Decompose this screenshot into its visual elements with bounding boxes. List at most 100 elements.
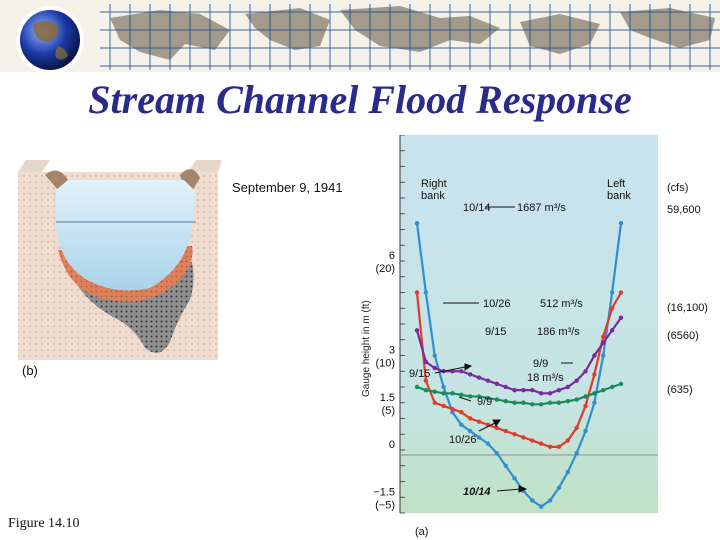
series-point <box>609 384 615 390</box>
series-point <box>601 334 606 339</box>
series-point <box>601 387 606 393</box>
series-point <box>609 306 615 311</box>
series-point <box>441 403 446 409</box>
series-point <box>574 397 579 402</box>
series-point <box>494 381 500 387</box>
series-point <box>459 422 464 427</box>
series-point <box>485 378 491 383</box>
series-point <box>574 450 579 456</box>
series-point <box>414 221 420 226</box>
series-point <box>609 328 615 333</box>
series-point <box>538 504 544 509</box>
series-point <box>476 419 482 424</box>
annotation-date-2: 10/26 <box>483 298 511 310</box>
series-point <box>530 498 535 503</box>
series-point <box>503 463 508 468</box>
series-point <box>583 403 588 409</box>
series-point <box>432 365 437 371</box>
annotation-cfs-2: (16,100) <box>667 302 708 314</box>
cross-section-panel-label: (b) <box>22 363 38 378</box>
series-point <box>414 384 420 390</box>
series-point <box>556 485 562 490</box>
annotation-cfs-1: 59,600 <box>667 204 701 216</box>
series-point <box>547 498 553 503</box>
series-point <box>432 389 437 394</box>
series-point <box>592 400 597 405</box>
series-point <box>450 406 455 412</box>
series-point <box>565 438 570 443</box>
series-point <box>538 441 544 446</box>
series-point <box>441 384 446 390</box>
series-point <box>503 398 508 404</box>
series-point <box>503 384 508 390</box>
series-point <box>618 290 624 295</box>
series-point <box>432 353 437 358</box>
annotation-cfs-4: (635) <box>667 384 693 396</box>
series-point <box>556 387 562 393</box>
globe-logo <box>16 6 84 74</box>
series-point <box>459 410 464 415</box>
series-point <box>547 391 553 396</box>
series-point <box>485 441 491 446</box>
curve-label-9-15: 9/15 <box>409 368 430 380</box>
world-map-banner <box>0 0 720 72</box>
series-point <box>459 369 464 374</box>
series-point <box>530 438 535 443</box>
series-point <box>459 392 464 398</box>
series-point <box>521 400 526 405</box>
slide-title: Stream Channel Flood Response <box>88 77 632 122</box>
series-point <box>565 384 570 390</box>
series-point <box>494 425 500 431</box>
series-point <box>530 402 535 407</box>
annotation-date-3: 9/15 <box>485 326 506 338</box>
curve-label-10-14: 10/14 <box>463 486 491 498</box>
y-tick-label: −1.5 <box>373 486 395 498</box>
series-point <box>503 428 508 434</box>
channel-cross-section: September 9, 1941 (b) <box>18 160 343 378</box>
series-point <box>441 391 446 396</box>
series-point <box>468 372 473 377</box>
series-point <box>476 435 482 440</box>
series-point <box>512 387 517 393</box>
curve-label-10-26: 10/26 <box>449 434 477 446</box>
series-point <box>556 400 562 405</box>
series-point <box>592 372 597 377</box>
series-point <box>565 469 570 475</box>
y-tick-label-ft: (20) <box>375 263 395 275</box>
annotation-date-4: 9/9 <box>533 358 548 370</box>
series-point <box>450 391 455 396</box>
series-point <box>601 340 606 346</box>
series-point <box>423 290 429 295</box>
series-point <box>530 387 535 393</box>
series-point <box>414 328 420 333</box>
series-point <box>414 290 420 295</box>
gauge-height-chart: 6(20) 3(10) 1.5(5) 0 −1.5(−5) Gauge height i… <box>361 135 708 538</box>
series-point <box>538 391 544 396</box>
series-point <box>468 394 473 399</box>
series-point <box>618 221 624 226</box>
chart-panel-label: (a) <box>415 526 428 538</box>
series-point <box>556 444 562 450</box>
series-point <box>547 400 553 405</box>
cross-section-date: September 9, 1941 <box>232 180 343 195</box>
curve-label-9-9: 9/9 <box>477 396 492 408</box>
left-bank-label: Left bank <box>607 178 631 202</box>
series-point <box>609 290 615 295</box>
annotation-discharge-1: 1687 m³/s <box>517 202 566 214</box>
series-point <box>512 400 517 405</box>
annotation-cfs-3: (6560) <box>667 330 699 342</box>
series-point <box>485 395 491 401</box>
series-point <box>476 375 482 380</box>
series-point <box>476 394 482 399</box>
plot-area <box>400 135 658 513</box>
series-point <box>583 369 588 374</box>
series-point <box>521 387 526 393</box>
cfs-header: (cfs) <box>667 182 688 194</box>
y-tick-label-ft: (10) <box>375 358 395 370</box>
y-tick-label: 1.5 <box>380 392 395 404</box>
series-point <box>468 416 473 421</box>
series-point <box>538 402 544 407</box>
series-point <box>601 353 606 358</box>
right-bank-label: Right bank <box>421 178 447 202</box>
series-point <box>521 435 526 440</box>
